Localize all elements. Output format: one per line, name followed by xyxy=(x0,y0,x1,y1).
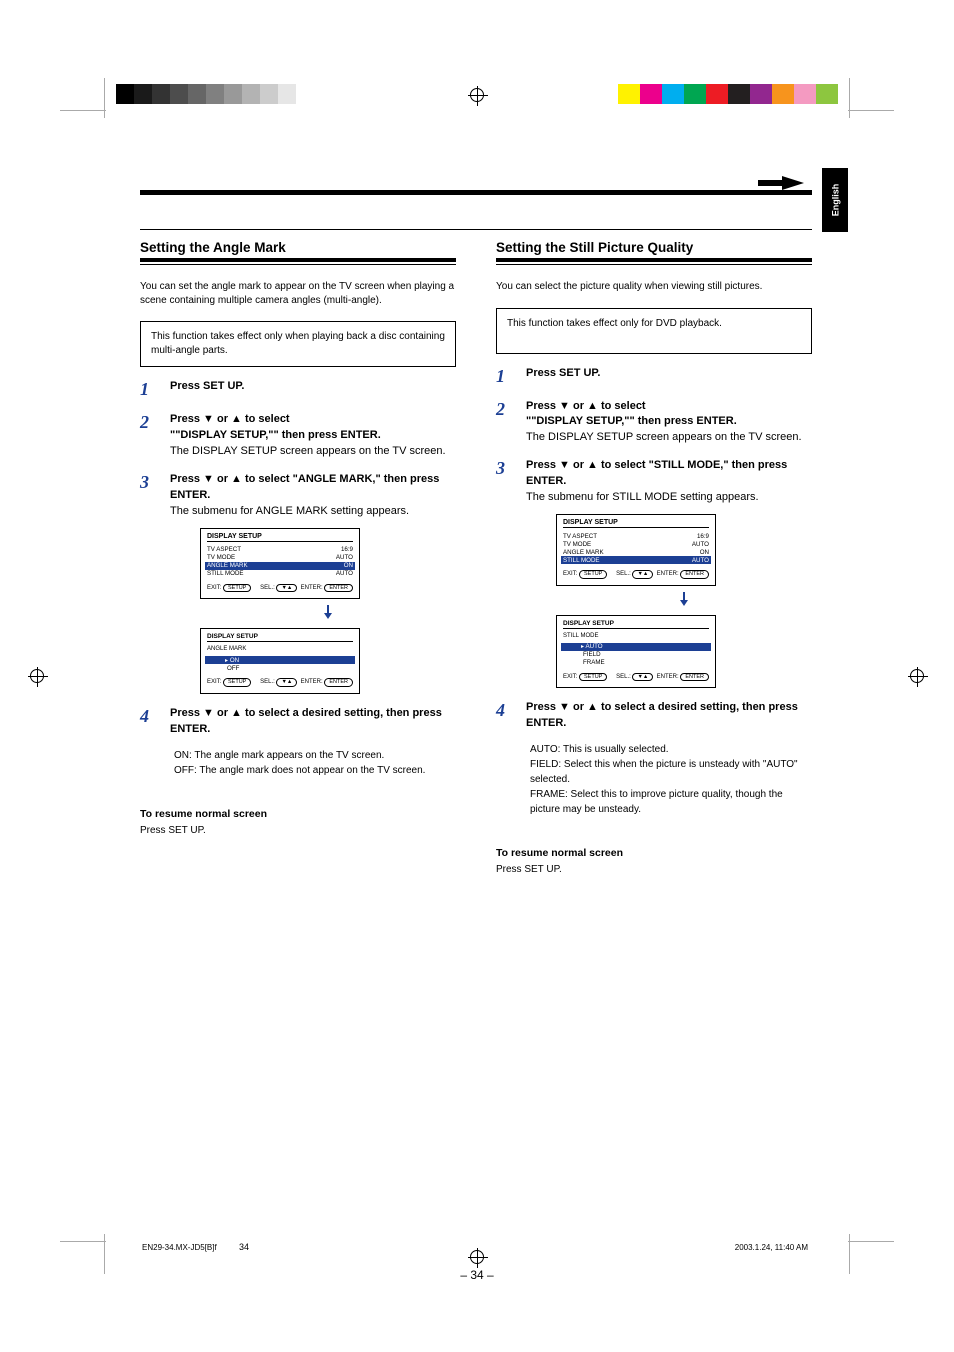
submenu-screen: DISPLAY SETUPANGLE MARK▸ ONOFFEXIT: SETU… xyxy=(200,628,360,694)
crop-mark xyxy=(848,1241,894,1242)
step-detail: The submenu for STILL MODE setting appea… xyxy=(526,491,759,503)
step-text: Press ▼ or ▲ to select a desired setting… xyxy=(526,701,798,729)
crop-mark xyxy=(104,1234,105,1274)
step-number: 3 xyxy=(496,458,526,506)
option-text: FIELD: Select this when the picture is u… xyxy=(530,757,812,787)
step-1: 1 Press SET UP. xyxy=(140,379,456,400)
step-number: 2 xyxy=(496,399,526,447)
screen-illustration: DISPLAY SETUPTV ASPECT16:9TV MODEAUTOANG… xyxy=(200,528,456,694)
registration-mark-right xyxy=(910,669,924,683)
registration-mark-top xyxy=(470,88,484,102)
step-text: Press SET UP. xyxy=(170,380,244,392)
option-text: FRAME: Select this to improve picture qu… xyxy=(530,787,812,817)
step-number: 3 xyxy=(140,472,170,520)
step-text: Press ▼ or ▲ to select "ANGLE MARK," the… xyxy=(170,473,439,501)
note-box: This function takes effect only for DVD … xyxy=(496,308,812,354)
registration-mark-left xyxy=(30,669,44,683)
file-name: EN29-34.MX-JD5[B]f xyxy=(142,1243,217,1252)
crop-mark xyxy=(849,78,850,118)
option-text: AUTO: This is usually selected. xyxy=(530,742,812,757)
step-text: ""DISPLAY SETUP,"" then press ENTER. xyxy=(170,429,381,441)
registration-mark-bottom xyxy=(470,1250,484,1264)
resume-body: Press SET UP. xyxy=(496,863,812,877)
chapter-rule xyxy=(140,190,812,230)
step-3: 3 Press ▼ or ▲ to select "ANGLE MARK," t… xyxy=(140,472,456,520)
down-arrow-icon xyxy=(556,592,812,609)
step-4: 4 Press ▼ or ▲ to select a desired setti… xyxy=(140,706,456,778)
step-text: Press ▼ or ▲ to select xyxy=(526,400,646,412)
step-2: 2 Press ▼ or ▲ to select ""DISPLAY SETUP… xyxy=(496,399,812,447)
step-text: ""DISPLAY SETUP,"" then press ENTER. xyxy=(526,415,737,427)
resume-title: To resume normal screen xyxy=(140,808,456,820)
footer-date: 2003.1.24, 11:40 AM xyxy=(735,1243,808,1252)
step-number: 1 xyxy=(496,366,526,387)
option-text: OFF: The angle mark does not appear on t… xyxy=(174,763,456,778)
step-3: 3 Press ▼ or ▲ to select "STILL MODE," t… xyxy=(496,458,812,506)
grayscale-strip xyxy=(116,84,296,104)
left-column: Setting the Angle Mark You can set the a… xyxy=(140,240,456,877)
step-text: Press SET UP. xyxy=(526,367,600,379)
section-title: Setting the Angle Mark xyxy=(140,240,456,262)
step-2: 2 Press ▼ or ▲ to select ""DISPLAY SETUP… xyxy=(140,412,456,460)
step-1: 1 Press SET UP. xyxy=(496,366,812,387)
right-column: Setting the Still Picture Quality You ca… xyxy=(496,240,812,877)
page-content: Setting the Angle Mark You can set the a… xyxy=(140,160,812,1212)
step-text: Press ▼ or ▲ to select "STILL MODE," the… xyxy=(526,459,787,487)
menu-screen: DISPLAY SETUPTV ASPECT16:9TV MODEAUTOANG… xyxy=(556,514,716,586)
note-text: This function takes effect only for DVD … xyxy=(507,317,801,331)
screen-illustration: DISPLAY SETUPTV ASPECT16:9TV MODEAUTOANG… xyxy=(556,514,812,688)
step-detail: The DISPLAY SETUP screen appears on the … xyxy=(170,445,446,457)
note-box: This function takes effect only when pla… xyxy=(140,321,456,367)
step-number: 2 xyxy=(140,412,170,460)
step-number: 4 xyxy=(140,706,170,778)
intro-text: You can select the picture quality when … xyxy=(496,280,812,294)
step-number: 1 xyxy=(140,379,170,400)
step-number: 4 xyxy=(496,700,526,817)
crop-mark xyxy=(60,1241,106,1242)
step-4: 4 Press ▼ or ▲ to select a desired setti… xyxy=(496,700,812,817)
color-strip xyxy=(618,84,838,104)
crop-mark xyxy=(848,110,894,111)
language-label: English xyxy=(830,184,840,217)
resume-body: Press SET UP. xyxy=(140,824,456,838)
crop-mark xyxy=(60,110,106,111)
intro-text: You can set the angle mark to appear on … xyxy=(140,280,456,307)
step-detail: The submenu for ANGLE MARK setting appea… xyxy=(170,505,409,517)
step-text: Press ▼ or ▲ to select xyxy=(170,413,290,425)
language-tab: English xyxy=(822,168,848,232)
resume-title: To resume normal screen xyxy=(496,847,812,859)
section-title: Setting the Still Picture Quality xyxy=(496,240,812,262)
step-text: Press ▼ or ▲ to select a desired setting… xyxy=(170,707,442,735)
footer-page-num: 34 xyxy=(239,1242,249,1252)
crop-mark xyxy=(849,1234,850,1274)
option-text: ON: The angle mark appears on the TV scr… xyxy=(174,748,456,763)
footer-filename: EN29-34.MX-JD5[B]f 34 xyxy=(142,1242,249,1252)
page-number: – 34 – xyxy=(460,1268,493,1282)
crop-mark xyxy=(104,78,105,118)
submenu-screen: DISPLAY SETUPSTILL MODE▸ AUTOFIELDFRAMEE… xyxy=(556,615,716,689)
down-arrow-icon xyxy=(200,605,456,622)
menu-screen: DISPLAY SETUPTV ASPECT16:9TV MODEAUTOANG… xyxy=(200,528,360,600)
step-detail: The DISPLAY SETUP screen appears on the … xyxy=(526,431,802,443)
